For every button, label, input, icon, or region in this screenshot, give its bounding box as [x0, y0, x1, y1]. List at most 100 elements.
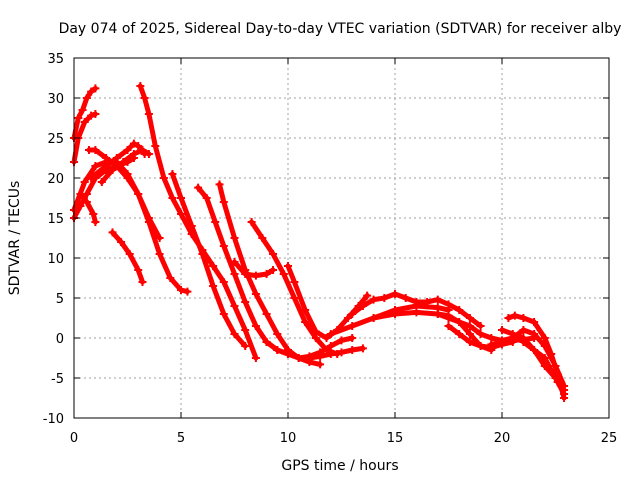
data-point: [241, 326, 250, 334]
data-point: [262, 270, 271, 278]
data-point: [230, 270, 239, 278]
data-point: [134, 190, 143, 198]
x-axis-label: GPS time / hours: [281, 458, 398, 474]
data-point: [87, 174, 96, 182]
data-point: [433, 310, 442, 318]
data-point: [311, 327, 320, 336]
data-point: [219, 310, 228, 318]
data-point: [117, 238, 126, 246]
data-point: [251, 271, 260, 280]
x-tick-label: 10: [280, 431, 297, 446]
data-point: [258, 234, 267, 242]
data-point: [177, 286, 185, 294]
data-point: [144, 150, 153, 158]
y-tick-label: -5: [51, 372, 64, 387]
data-point: [91, 84, 100, 93]
chart-title: Day 074 of 2025, Sidereal Day-to-day VTE…: [59, 21, 622, 37]
series-track-11: [168, 170, 250, 350]
data-point: [166, 274, 175, 282]
data-point: [273, 346, 282, 354]
data-point: [219, 242, 228, 250]
data-point: [251, 322, 260, 330]
data-point: [519, 326, 528, 334]
data-point: [358, 344, 367, 353]
data-point: [369, 295, 378, 304]
y-tick-label: 5: [56, 292, 64, 307]
y-tick-label: 25: [47, 132, 64, 147]
plot-frame: [73, 57, 610, 419]
data-point: [230, 302, 239, 310]
data-point: [476, 330, 485, 338]
data-point: [219, 278, 228, 286]
data-point: [540, 334, 549, 342]
data-point: [168, 170, 177, 178]
data-point: [251, 290, 260, 298]
data-point: [284, 350, 292, 358]
data-point: [269, 266, 278, 274]
data-point: [465, 322, 474, 330]
series-line: [110, 229, 145, 285]
data-point: [476, 342, 485, 350]
data-point: [262, 310, 271, 318]
data-point: [209, 282, 218, 290]
data-point: [498, 326, 506, 334]
data-point: [87, 87, 96, 96]
data-point: [140, 94, 149, 102]
series-track-1: [70, 84, 100, 142]
data-point: [134, 266, 143, 274]
data-point: [326, 350, 335, 358]
data-point: [151, 142, 160, 150]
data-point: [510, 311, 519, 320]
y-tick-label: 0: [56, 332, 64, 347]
data-point: [326, 342, 335, 350]
data-point: [358, 302, 367, 310]
data-point: [444, 322, 453, 330]
data-point: [380, 294, 389, 302]
data-point: [80, 178, 89, 186]
series-track-20: [348, 290, 485, 330]
data-point: [123, 146, 132, 154]
data-point: [125, 250, 134, 258]
data-point: [316, 352, 325, 361]
y-tick-label: 10: [47, 252, 64, 267]
data-point: [444, 314, 453, 322]
data-point: [391, 290, 399, 298]
data-point: [348, 322, 357, 330]
data-point: [144, 110, 153, 118]
data-point: [251, 354, 260, 362]
data-point: [102, 162, 111, 170]
data-point: [508, 330, 517, 338]
data-point: [177, 194, 185, 202]
axis-ticks: 0 5 10 15 20 25 -10 -5 0 5 10 15 20 25 30 35: [43, 52, 618, 446]
data-point: [326, 330, 335, 338]
data-point: [530, 346, 539, 354]
data-point: [219, 198, 228, 206]
data-point: [465, 314, 474, 322]
data-point: [241, 270, 250, 278]
data-point: [455, 306, 464, 314]
data-point: [187, 222, 196, 230]
data-point: [119, 158, 128, 166]
data-point: [82, 190, 91, 198]
data-point: [290, 278, 299, 286]
data-point: [530, 318, 539, 326]
data-series: [70, 82, 569, 402]
data-point: [97, 178, 106, 186]
data-point: [230, 330, 239, 338]
data-point: [82, 94, 91, 102]
data-point: [136, 82, 145, 90]
data-point: [423, 298, 432, 306]
data-point: [337, 336, 346, 345]
data-point: [211, 218, 220, 226]
x-tick-label: 0: [70, 431, 78, 446]
data-point: [284, 262, 292, 270]
data-point: [294, 354, 303, 362]
data-point: [123, 174, 132, 182]
data-point: [547, 366, 556, 374]
data-point: [465, 330, 474, 338]
data-point: [530, 334, 539, 342]
data-point: [78, 106, 87, 114]
data-point: [129, 150, 138, 158]
data-point: [91, 218, 100, 226]
data-point: [144, 214, 153, 222]
